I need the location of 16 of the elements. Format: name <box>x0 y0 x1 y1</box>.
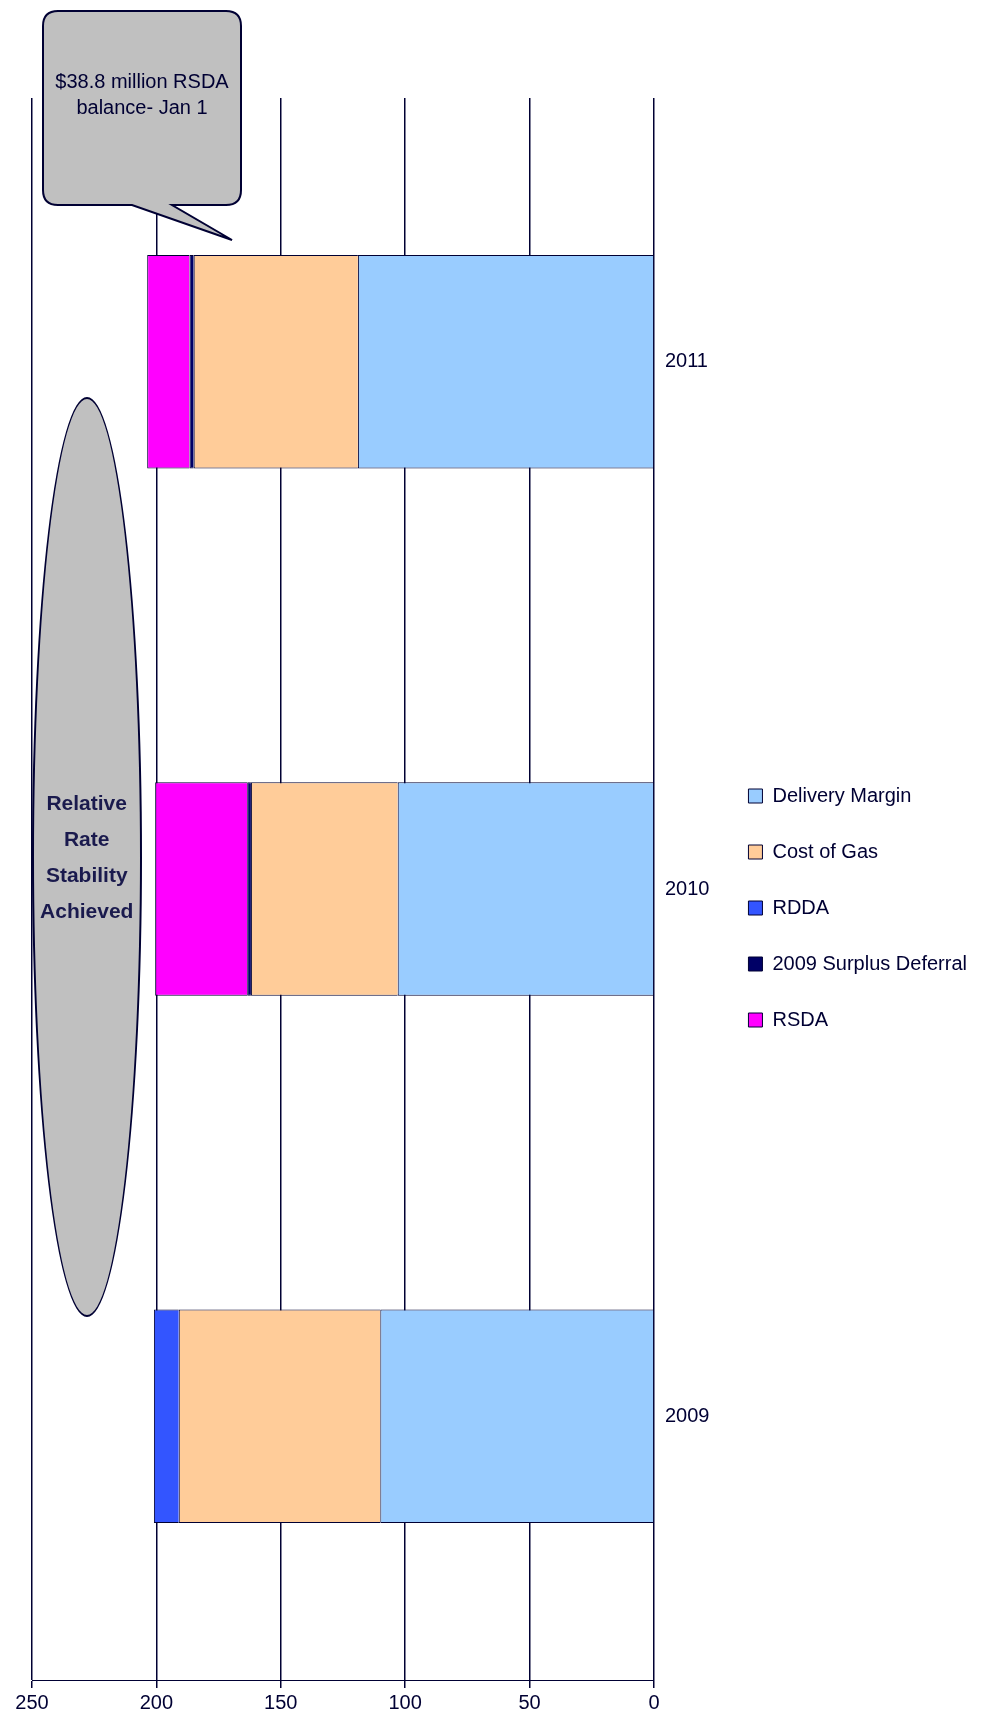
legend-label: Delivery Margin <box>772 783 912 806</box>
legend-label: RSDA <box>772 1007 829 1030</box>
x-tick-label: 150 <box>264 1690 298 1713</box>
annotation: $38.8 million RSDA balance- Jan 1 <box>54 69 230 120</box>
y-tick-label: 2009 <box>664 1403 710 1426</box>
x-tick-label: 200 <box>139 1690 174 1713</box>
y-tick-label: 2011 <box>664 349 708 372</box>
x-tick-label: 50 <box>518 1690 541 1713</box>
legend-label: Cost of Gas <box>772 839 879 862</box>
x-tick-label: 100 <box>388 1690 422 1713</box>
x-tick-label: 0 <box>648 1690 660 1713</box>
legend-label: RDDA <box>772 895 830 918</box>
x-tick-label: 250 <box>15 1690 49 1713</box>
annotation: Relative Rate Stability Achieved <box>39 790 135 925</box>
y-tick-label: 2010 <box>664 876 710 899</box>
legend-label: 2009 Surplus Deferral <box>772 951 968 974</box>
